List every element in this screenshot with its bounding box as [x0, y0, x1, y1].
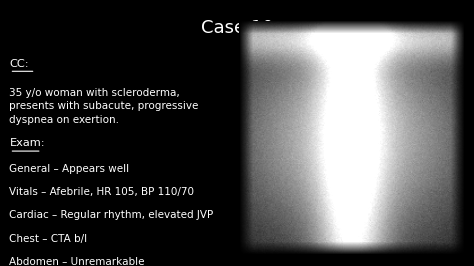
Text: Cardiac – Regular rhythm, elevated JVP: Cardiac – Regular rhythm, elevated JVP	[9, 210, 214, 221]
Text: Chest – CTA b/l: Chest – CTA b/l	[9, 234, 88, 244]
Text: General – Appears well: General – Appears well	[9, 164, 129, 174]
Text: Vitals – Afebrile, HR 105, BP 110/70: Vitals – Afebrile, HR 105, BP 110/70	[9, 187, 194, 197]
Text: Exam:: Exam:	[9, 138, 45, 148]
Text: Abdomen – Unremarkable: Abdomen – Unremarkable	[9, 257, 145, 266]
Text: 35 y/o woman with scleroderma,
presents with subacute, progressive
dyspnea on ex: 35 y/o woman with scleroderma, presents …	[9, 88, 199, 125]
Text: Case 10: Case 10	[201, 19, 273, 37]
Text: CC:: CC:	[9, 59, 29, 69]
